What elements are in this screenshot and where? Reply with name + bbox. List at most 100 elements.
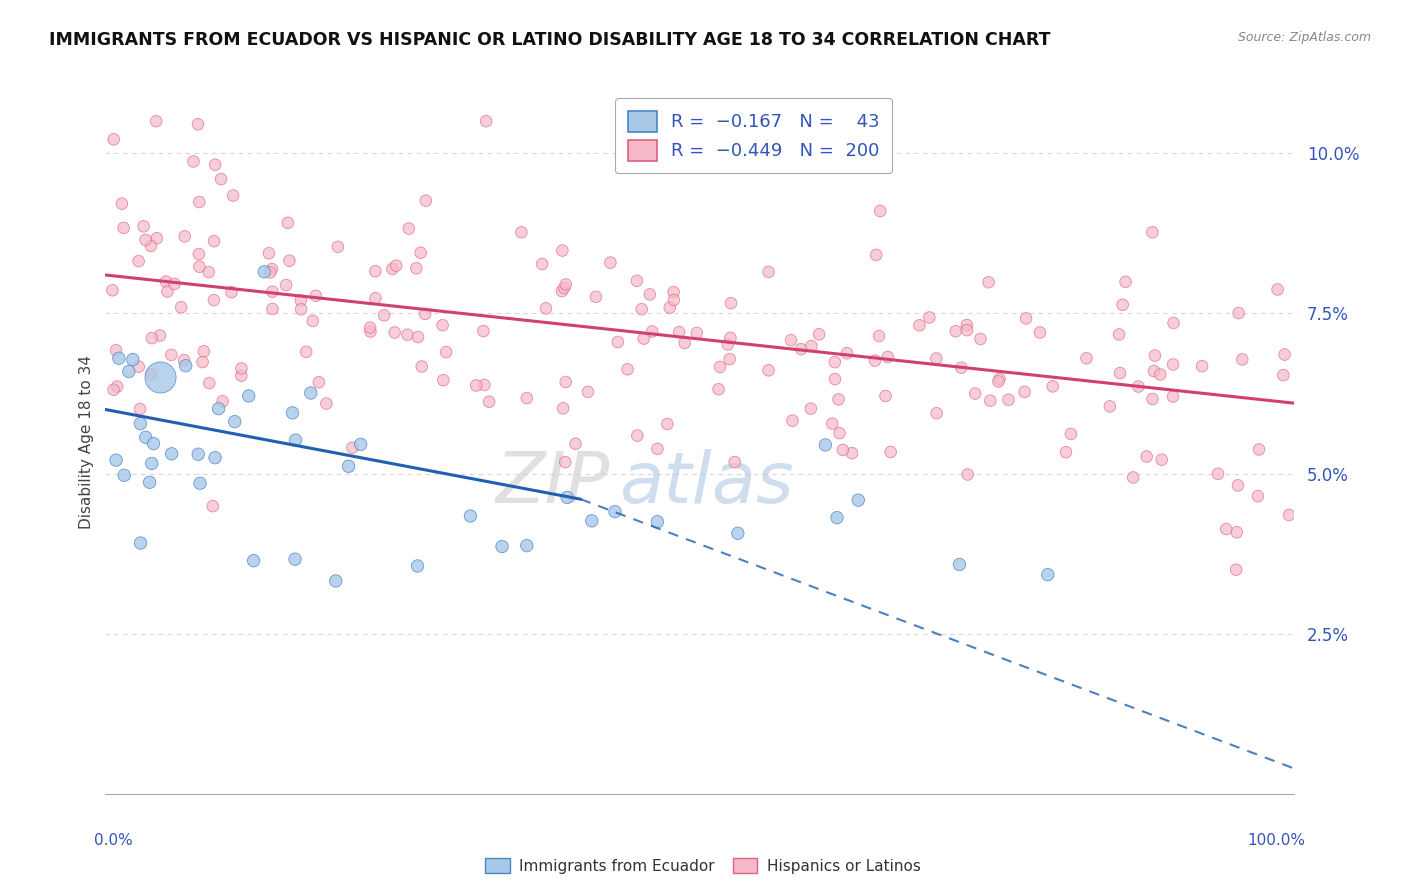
Point bbox=[1054, 445, 1077, 459]
Text: Source: ZipAtlas.com: Source: ZipAtlas.com bbox=[1237, 31, 1371, 45]
Point bbox=[576, 384, 599, 399]
Point bbox=[720, 296, 742, 310]
Point bbox=[758, 265, 780, 279]
Point bbox=[965, 386, 987, 401]
Point bbox=[290, 293, 312, 308]
Point bbox=[616, 362, 638, 376]
Point bbox=[626, 274, 648, 288]
Point bbox=[132, 219, 155, 234]
Point bbox=[1142, 225, 1164, 239]
Point bbox=[135, 233, 157, 247]
Point bbox=[551, 401, 574, 416]
Point bbox=[284, 552, 307, 566]
Point bbox=[326, 240, 349, 254]
Point bbox=[647, 515, 669, 529]
Point bbox=[1076, 351, 1098, 366]
Point bbox=[160, 348, 183, 362]
Point bbox=[105, 343, 128, 358]
Legend: Immigrants from Ecuador, Hispanics or Latinos: Immigrants from Ecuador, Hispanics or La… bbox=[479, 852, 927, 880]
Point bbox=[956, 467, 979, 482]
Point bbox=[1161, 390, 1184, 404]
Point bbox=[1274, 347, 1296, 361]
Point bbox=[262, 301, 284, 316]
Point bbox=[516, 391, 538, 405]
Point bbox=[564, 436, 586, 450]
Point bbox=[406, 559, 429, 574]
Point bbox=[790, 342, 813, 356]
Point bbox=[554, 455, 576, 469]
Point bbox=[118, 365, 141, 379]
Point bbox=[925, 406, 948, 420]
Point bbox=[956, 318, 979, 332]
Point bbox=[187, 117, 209, 131]
Point bbox=[814, 438, 837, 452]
Point bbox=[516, 539, 538, 553]
Point bbox=[202, 234, 225, 248]
Point bbox=[409, 245, 432, 260]
Point bbox=[1042, 379, 1064, 393]
Point bbox=[231, 361, 253, 376]
Point bbox=[231, 368, 253, 383]
Y-axis label: Disability Age 18 to 34: Disability Age 18 to 34 bbox=[79, 354, 94, 529]
Point bbox=[325, 574, 347, 588]
Point bbox=[555, 491, 578, 505]
Point bbox=[1278, 508, 1301, 522]
Point bbox=[969, 332, 991, 346]
Point bbox=[398, 221, 420, 235]
Point bbox=[647, 442, 669, 456]
Point bbox=[531, 257, 554, 271]
Point bbox=[827, 392, 849, 407]
Point bbox=[1029, 326, 1052, 340]
Point bbox=[121, 352, 143, 367]
Point bbox=[1247, 489, 1270, 503]
Point bbox=[211, 394, 233, 409]
Point bbox=[662, 285, 685, 299]
Point bbox=[105, 379, 128, 393]
Point bbox=[105, 453, 128, 467]
Point bbox=[301, 314, 323, 328]
Point bbox=[188, 260, 211, 274]
Point bbox=[149, 328, 172, 343]
Point bbox=[281, 406, 304, 420]
Point bbox=[472, 324, 495, 338]
Point bbox=[112, 220, 135, 235]
Point bbox=[724, 455, 747, 469]
Point bbox=[277, 216, 299, 230]
Point bbox=[800, 339, 823, 353]
Point bbox=[146, 231, 169, 245]
Point bbox=[1225, 563, 1247, 577]
Point bbox=[1098, 400, 1121, 414]
Point bbox=[1150, 452, 1173, 467]
Point bbox=[193, 344, 215, 359]
Point bbox=[1115, 275, 1137, 289]
Point bbox=[727, 526, 749, 541]
Point bbox=[630, 302, 652, 317]
Point bbox=[824, 355, 846, 369]
Point bbox=[1143, 364, 1166, 378]
Point bbox=[1136, 450, 1159, 464]
Point bbox=[191, 355, 214, 369]
Point bbox=[835, 346, 858, 360]
Point bbox=[581, 514, 603, 528]
Point bbox=[1191, 359, 1213, 373]
Point bbox=[204, 158, 226, 172]
Point bbox=[141, 331, 163, 345]
Point bbox=[284, 433, 307, 447]
Point bbox=[1267, 283, 1289, 297]
Point bbox=[1036, 567, 1059, 582]
Point bbox=[599, 255, 621, 269]
Point bbox=[359, 320, 381, 334]
Point bbox=[197, 265, 219, 279]
Point bbox=[259, 265, 281, 279]
Point bbox=[111, 196, 134, 211]
Point bbox=[207, 401, 229, 416]
Point bbox=[478, 394, 501, 409]
Point bbox=[780, 333, 803, 347]
Point bbox=[1226, 525, 1249, 540]
Point bbox=[1128, 379, 1150, 393]
Point bbox=[865, 248, 887, 262]
Point bbox=[187, 247, 209, 261]
Point bbox=[868, 329, 890, 343]
Text: 100.0%: 100.0% bbox=[1247, 832, 1305, 847]
Point bbox=[201, 499, 224, 513]
